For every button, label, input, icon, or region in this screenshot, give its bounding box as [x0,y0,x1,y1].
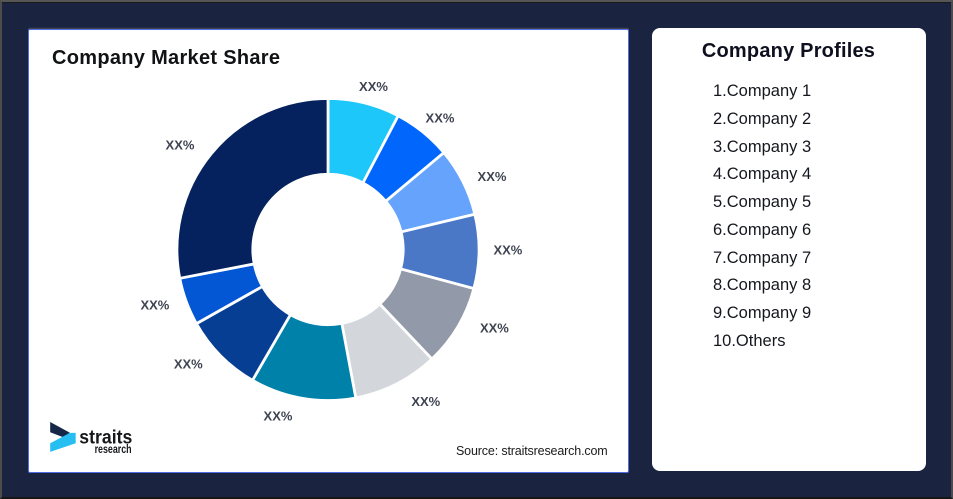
svg-text:XX%: XX% [426,110,455,125]
svg-text:XX%: XX% [478,169,507,184]
svg-text:XX%: XX% [480,320,509,335]
svg-text:research: research [95,444,132,456]
svg-text:XX%: XX% [264,409,293,424]
svg-text:XX%: XX% [140,297,169,312]
svg-text:XX%: XX% [174,357,203,372]
svg-text:straits: straits [79,426,132,448]
svg-text:XX%: XX% [359,79,388,94]
svg-text:XX%: XX% [493,243,522,258]
svg-text:XX%: XX% [411,394,440,409]
svg-text:XX%: XX% [166,138,195,153]
